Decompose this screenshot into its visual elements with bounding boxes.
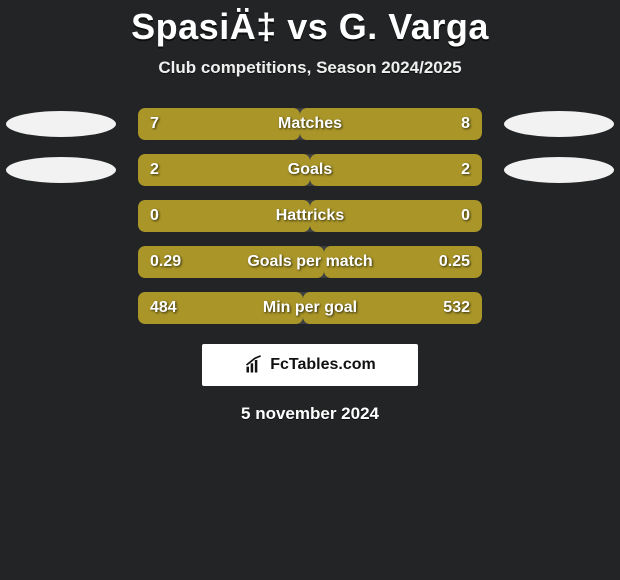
chart-icon [244,355,264,375]
stat-bar: 22Goals [138,154,482,186]
stat-bar-fill-left [138,108,300,140]
card-subtitle: Club competitions, Season 2024/2025 [0,58,620,78]
stat-row: 78Matches [0,106,620,142]
stat-bar-fill-left [138,200,310,232]
card-title: SpasiÄ‡ vs G. Varga [0,6,620,48]
stat-row: 484532Min per goal [0,290,620,326]
attribution-badge: FcTables.com [202,344,418,386]
stat-bar-fill-left [138,246,324,278]
stat-bar-fill-left [138,292,303,324]
player-marker-left [6,111,116,137]
stat-bar-fill-right [310,154,482,186]
stat-bar: 78Matches [138,108,482,140]
stat-bar-fill-left [138,154,310,186]
stat-bar: 0.290.25Goals per match [138,246,482,278]
stat-bar: 484532Min per goal [138,292,482,324]
attribution-text: FcTables.com [270,356,376,374]
stat-bar-fill-right [303,292,482,324]
stat-row: 22Goals [0,152,620,188]
player-marker-left [6,157,116,183]
card-date: 5 november 2024 [0,404,620,424]
stat-bar: 00Hattricks [138,200,482,232]
stat-row: 00Hattricks [0,198,620,234]
stat-bar-fill-right [300,108,482,140]
stat-row: 0.290.25Goals per match [0,244,620,280]
player-marker-right [504,111,614,137]
comparison-card: SpasiÄ‡ vs G. Varga Club competitions, S… [0,0,620,424]
stat-bar-fill-right [324,246,482,278]
stat-bar-fill-right [310,200,482,232]
stat-rows: 78Matches 22Goals 00Hattricks 0.290.25Goals… [0,106,620,326]
player-marker-right [504,157,614,183]
